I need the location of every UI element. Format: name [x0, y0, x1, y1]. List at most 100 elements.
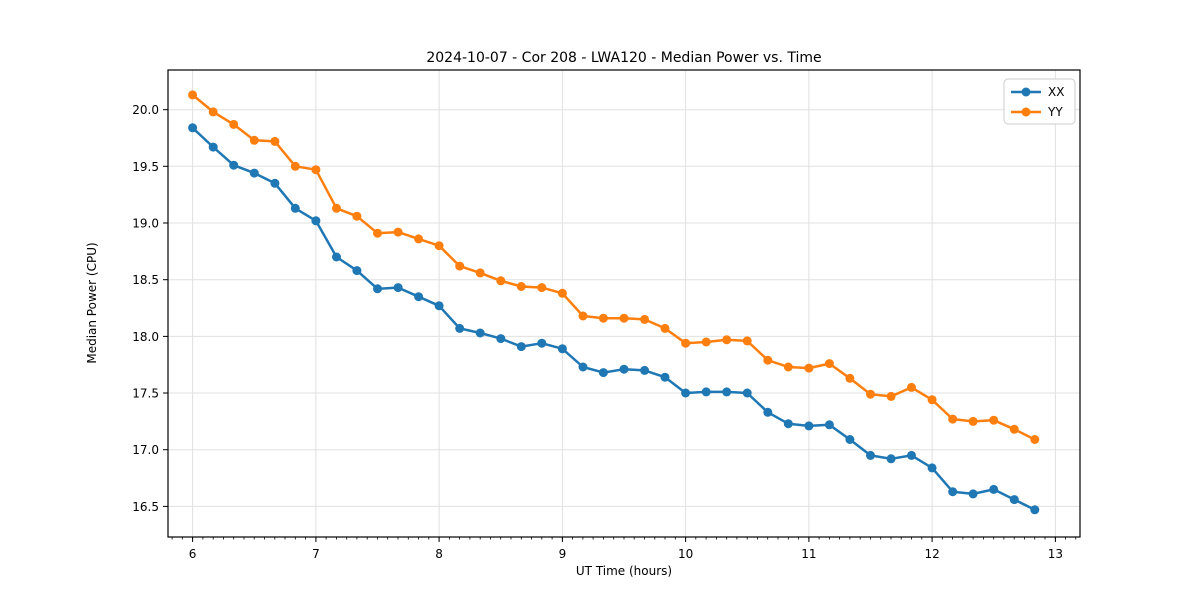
- data-point-marker: [229, 160, 239, 170]
- data-point-marker: [886, 454, 896, 464]
- legend-item-YY: YY: [1011, 105, 1063, 119]
- data-point-marker: [475, 328, 485, 338]
- data-point-marker: [783, 362, 793, 372]
- data-point-marker: [393, 283, 403, 293]
- data-point-marker: [208, 107, 218, 117]
- x-tick-label: 11: [801, 547, 816, 561]
- data-point-marker: [722, 335, 732, 345]
- x-tick-label: 6: [189, 547, 197, 561]
- legend-marker: [1021, 107, 1031, 117]
- x-axis-ticks: 6 7 8 9 10 11 12 13: [189, 537, 1063, 561]
- data-point-marker: [866, 450, 875, 460]
- y-tick-label: 18.0: [132, 330, 159, 344]
- y-tick-label: 17.0: [132, 443, 159, 457]
- data-point-marker: [742, 388, 752, 398]
- series-YY: [188, 90, 1040, 444]
- y-tick-label: 17.5: [132, 387, 159, 401]
- data-point-marker: [455, 323, 465, 333]
- data-point-marker: [927, 395, 937, 405]
- data-point-marker: [270, 136, 280, 146]
- data-point-marker: [598, 313, 608, 323]
- data-point-marker: [1030, 435, 1040, 444]
- data-point-marker: [824, 359, 834, 369]
- x-axis-label: UT Time (hours): [575, 564, 673, 578]
- data-point-marker: [455, 261, 465, 271]
- y-tick-label: 18.5: [132, 273, 159, 287]
- data-point-marker: [496, 276, 506, 286]
- data-point-marker: [249, 168, 259, 178]
- data-point-marker: [824, 420, 834, 430]
- data-point-marker: [640, 314, 650, 324]
- y-tick-label: 19.5: [132, 160, 159, 174]
- legend-label: XX: [1048, 85, 1064, 99]
- data-point-marker: [845, 373, 855, 383]
- y-axis-ticks: 16.5 17.0 17.5 18.0 18.5 19.0 19.5 20.0: [132, 103, 168, 514]
- x-tick-label: 13: [1048, 547, 1063, 561]
- x-tick-label: 12: [924, 547, 939, 561]
- data-point-marker: [660, 323, 670, 333]
- data-point-marker: [188, 90, 198, 100]
- data-point-marker: [722, 387, 732, 397]
- data-point-marker: [229, 119, 239, 129]
- data-point-marker: [783, 419, 793, 429]
- data-point-marker: [496, 334, 506, 344]
- data-point-marker: [557, 288, 567, 298]
- data-point-marker: [270, 178, 280, 188]
- x-tick-label: 10: [678, 547, 693, 561]
- data-point-marker: [598, 368, 608, 378]
- data-point-marker: [352, 266, 362, 276]
- y-tick-label: 16.5: [132, 500, 159, 514]
- y-tick-label: 20.0: [132, 103, 159, 117]
- data-point-marker: [332, 252, 341, 262]
- data-point-marker: [434, 301, 444, 311]
- data-point-marker: [537, 338, 547, 348]
- data-point-marker: [1009, 495, 1019, 505]
- data-point-marker: [640, 365, 650, 375]
- data-point-marker: [311, 165, 321, 175]
- chart-title: 2024-10-07 - Cor 208 - LWA120 - Median P…: [426, 50, 822, 66]
- y-tick-label: 19.0: [132, 217, 159, 231]
- data-point-marker: [948, 414, 958, 424]
- data-point-marker: [373, 284, 382, 294]
- data-point-marker: [845, 435, 855, 444]
- data-point-marker: [188, 123, 198, 133]
- data-point-marker: [927, 463, 937, 473]
- data-point-marker: [578, 311, 588, 321]
- data-point-marker: [1030, 505, 1040, 515]
- data-point-marker: [681, 388, 691, 398]
- x-tick-label: 9: [559, 547, 567, 561]
- data-point-marker: [681, 338, 691, 348]
- data-point-marker: [619, 313, 629, 323]
- data-point-marker: [414, 234, 424, 244]
- data-point-marker: [249, 135, 259, 145]
- data-point-marker: [968, 489, 978, 499]
- legend-label: YY: [1047, 105, 1063, 119]
- data-point-marker: [311, 216, 321, 226]
- legend-item-XX: XX: [1011, 85, 1064, 99]
- series-XX: [188, 123, 1040, 515]
- data-point-marker: [763, 355, 773, 365]
- data-point-marker: [475, 268, 485, 278]
- data-point-marker: [516, 282, 526, 291]
- data-point-marker: [557, 344, 567, 354]
- data-point-marker: [866, 389, 875, 399]
- data-point-marker: [989, 415, 999, 425]
- data-point-marker: [701, 337, 711, 347]
- data-point-marker: [763, 407, 773, 417]
- data-point-marker: [208, 142, 218, 152]
- data-point-marker: [414, 292, 424, 302]
- data-point-marker: [516, 342, 526, 352]
- data-point-marker: [886, 391, 896, 401]
- data-point-marker: [660, 372, 670, 382]
- plot-grid: [168, 70, 1080, 537]
- data-point-marker: [393, 227, 403, 237]
- data-point-marker: [907, 450, 916, 460]
- data-point-marker: [989, 484, 999, 494]
- data-point-marker: [332, 203, 341, 213]
- plot-border: [167, 69, 1081, 538]
- data-point-marker: [742, 336, 752, 346]
- data-point-marker: [373, 228, 382, 238]
- x-tick-label: 8: [435, 547, 443, 561]
